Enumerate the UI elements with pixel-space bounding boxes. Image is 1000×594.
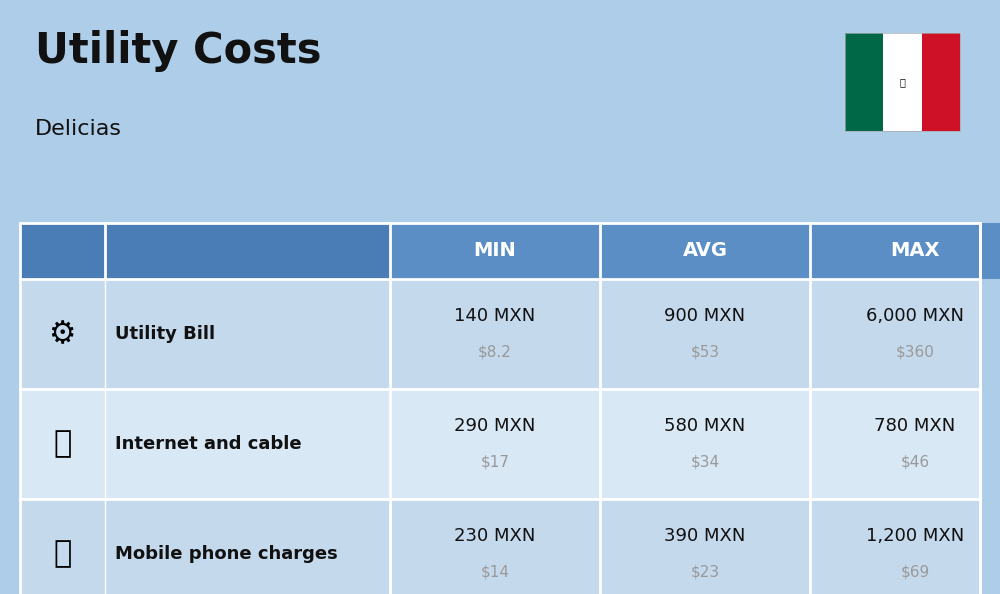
- Text: ⚙️: ⚙️: [49, 320, 76, 349]
- FancyBboxPatch shape: [810, 223, 1000, 279]
- Text: Delicias: Delicias: [35, 119, 122, 139]
- FancyBboxPatch shape: [390, 223, 600, 279]
- Text: 📱: 📱: [53, 539, 72, 568]
- FancyBboxPatch shape: [20, 499, 980, 594]
- Text: 📶: 📶: [53, 429, 72, 459]
- Text: MAX: MAX: [890, 242, 940, 260]
- Text: 390 MXN: 390 MXN: [664, 527, 746, 545]
- Text: 290 MXN: 290 MXN: [454, 417, 536, 435]
- Text: 580 MXN: 580 MXN: [664, 417, 746, 435]
- Text: $17: $17: [480, 454, 510, 469]
- Text: $14: $14: [480, 564, 510, 579]
- Text: $360: $360: [896, 345, 934, 359]
- Text: $46: $46: [900, 454, 930, 469]
- Text: $34: $34: [690, 454, 720, 469]
- FancyBboxPatch shape: [600, 223, 810, 279]
- Text: $23: $23: [690, 564, 720, 579]
- Text: Utility Costs: Utility Costs: [35, 30, 322, 72]
- Text: 6,000 MXN: 6,000 MXN: [866, 307, 964, 326]
- FancyBboxPatch shape: [845, 33, 883, 131]
- Text: 1,200 MXN: 1,200 MXN: [866, 527, 964, 545]
- Text: 780 MXN: 780 MXN: [874, 417, 956, 435]
- Text: AVG: AVG: [682, 242, 728, 260]
- Text: MIN: MIN: [474, 242, 516, 260]
- Text: Internet and cable: Internet and cable: [115, 435, 302, 453]
- Text: Mobile phone charges: Mobile phone charges: [115, 545, 338, 563]
- Text: $53: $53: [690, 345, 720, 359]
- Text: $69: $69: [900, 564, 930, 579]
- Text: 900 MXN: 900 MXN: [664, 307, 746, 326]
- Text: 230 MXN: 230 MXN: [454, 527, 536, 545]
- Text: 140 MXN: 140 MXN: [454, 307, 536, 326]
- Text: $8.2: $8.2: [478, 345, 512, 359]
- Text: 🦅: 🦅: [900, 77, 905, 87]
- Text: Utility Bill: Utility Bill: [115, 325, 215, 343]
- FancyBboxPatch shape: [922, 33, 960, 131]
- FancyBboxPatch shape: [20, 279, 980, 389]
- FancyBboxPatch shape: [20, 223, 390, 279]
- FancyBboxPatch shape: [20, 389, 980, 499]
- FancyBboxPatch shape: [883, 33, 922, 131]
